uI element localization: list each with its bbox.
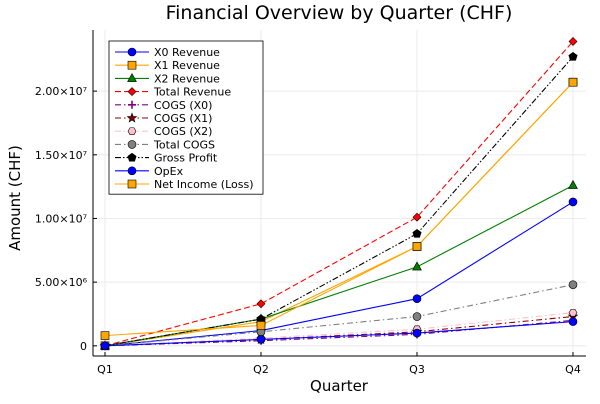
legend-label: Total Revenue [153,86,231,99]
data-point [100,331,110,340]
data-point [127,47,137,57]
data-point [127,127,137,135]
legend-label: X2 Revenue [154,72,220,85]
legend-item: COGS (X2) [115,125,212,138]
series-line [104,312,574,347]
data-point [412,242,422,251]
data-point [412,261,422,271]
legend-label: OpEx [154,165,184,178]
legend-item: Total Revenue [115,86,231,99]
data-point [256,321,266,330]
y-tick-label: 5.00×10⁶ [35,276,88,289]
data-point [128,100,136,109]
series-line [104,315,574,347]
legend-label: X1 Revenue [154,59,220,72]
data-point [127,60,137,70]
legend-item: X0 Revenue [115,46,220,59]
series-line [104,201,574,347]
legend-label: Net Income (Loss) [154,178,254,191]
legend-label: COGS (X2) [154,125,212,138]
x-tick-label: Q2 [253,363,269,376]
data-point [256,335,266,344]
data-point [412,312,422,321]
data-point [127,72,137,82]
data-point [568,51,578,61]
legend-item: COGS (X1) [115,112,212,125]
series-net-income-loss [100,77,578,340]
y-tick-label: 1.00×10⁷ [35,212,87,225]
y-tick-label: 0 [80,340,87,353]
data-point [568,179,578,189]
data-point [412,294,422,303]
y-tick-label: 2.00×10⁷ [35,85,87,98]
data-point [127,87,137,97]
data-point [568,77,578,87]
x-tick-label: Q1 [97,363,113,376]
legend-item: Gross Profit [115,152,218,165]
legend-label: COGS (X1) [154,112,212,125]
series-layer [99,37,579,351]
y-axis-title: Amount (CHF) [6,145,24,251]
chart-title: Financial Overview by Quarter (CHF) [166,2,513,24]
data-point [127,166,137,176]
series-opex [100,317,578,351]
data-point [568,37,578,46]
data-point [412,228,422,238]
data-point [568,317,578,326]
data-point [568,280,578,289]
legend-item: X2 Revenue [115,72,220,85]
data-point [127,179,137,189]
data-point [412,328,422,338]
legend-item: Net Income (Loss) [115,178,254,191]
data-point [126,112,138,123]
data-point [256,299,266,309]
legend-label: Total COGS [153,138,215,151]
series-line [104,81,574,337]
legend-item: COGS (X0) [115,99,212,112]
x-tick-label: Q4 [565,363,581,376]
data-point [100,341,110,351]
data-point [568,308,578,317]
series-line [104,284,574,347]
series-line [104,56,574,347]
legend-item: X1 Revenue [115,59,220,72]
legend-label: X0 Revenue [154,46,220,59]
data-point [127,152,137,162]
y-tick-label: 1.50×10⁷ [35,149,87,162]
x-axis-title: Quarter [310,377,369,395]
legend-item: OpEx [115,165,184,178]
legend-label: Gross Profit [154,152,218,165]
series-line [104,321,574,347]
axes: Q1 Q2 Q3 Q4 0 5.00×10⁶ 1.00×10⁷ 1.50×10⁷ 2.00×10… [35,30,586,376]
data-point [127,140,137,149]
legend-item: Total COGS [115,138,215,151]
data-point [412,212,422,222]
x-tick-label: Q3 [409,363,425,376]
legend-label: COGS (X0) [154,99,212,112]
series-line [104,319,574,347]
data-point [568,197,578,207]
